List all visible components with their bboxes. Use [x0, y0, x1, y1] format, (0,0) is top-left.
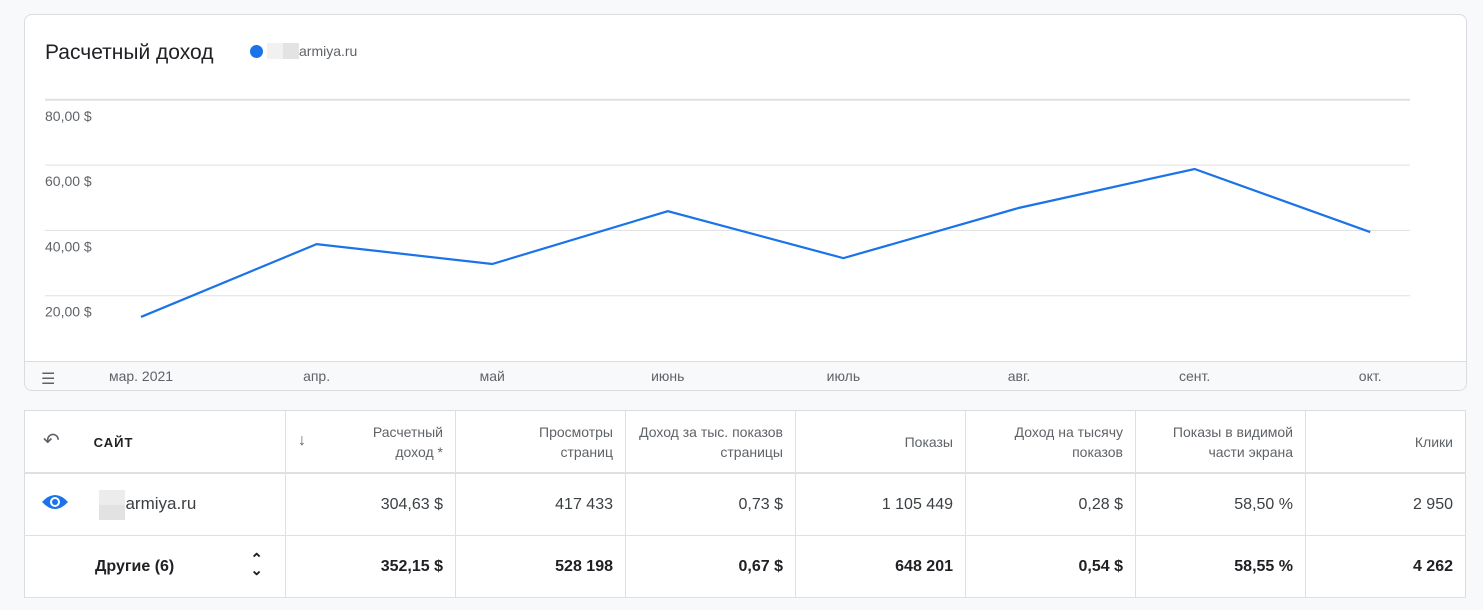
x-tick-label: сент.	[1179, 368, 1210, 384]
page-rpm-cell: 0,73 $	[625, 473, 796, 536]
pageviews-cell: 528 198	[455, 535, 626, 598]
header-site[interactable]: ↶ САЙТ	[24, 410, 286, 474]
sites-table: ↶ САЙТ ↓ Расчетный доход * Просмотры стр…	[24, 410, 1466, 598]
header-impressions[interactable]: Показы	[795, 410, 966, 474]
x-axis-labels: мар. 2021 апр. май июнь июль авг. сент. окт.	[109, 368, 1382, 384]
y-tick-label: 60,00 $	[45, 173, 92, 189]
chart-legend[interactable]: armiya.ru	[250, 43, 357, 59]
site-name: armiya.ru	[125, 493, 197, 513]
header-pageviews[interactable]: Просмотры страниц	[455, 410, 626, 474]
x-axis-bar: ☰	[25, 361, 1466, 390]
others-cell[interactable]: Другие (6) ⌃ ⌄	[24, 535, 286, 598]
header-label: Доход на тысячу показов	[1014, 423, 1123, 460]
eye-icon[interactable]	[41, 493, 69, 516]
x-tick-label: апр.	[303, 368, 330, 384]
site-cell[interactable]: armiya.ru	[24, 473, 286, 536]
x-tick-label: июнь	[651, 368, 684, 384]
others-label: Другие (6)	[95, 557, 175, 575]
header-clicks[interactable]: Клики	[1305, 410, 1466, 474]
revenue-cell: 304,63 $	[285, 473, 456, 536]
header-site-label: САЙТ	[93, 434, 134, 450]
x-tick-label: авг.	[1008, 368, 1031, 384]
legend-label: armiya.ru	[299, 43, 358, 59]
header-impression-rpm[interactable]: Доход на тысячу показов	[965, 410, 1136, 474]
viewability-cell: 58,55 %	[1135, 535, 1306, 598]
sort-down-icon: ↓	[298, 432, 306, 449]
header-revenue[interactable]: ↓ Расчетный доход *	[285, 410, 456, 474]
x-tick-label: июль	[827, 368, 860, 384]
impressions-cell: 1 105 449	[795, 473, 966, 536]
series-line	[140, 167, 1371, 318]
legend-dot	[250, 44, 263, 58]
header-label: Доход за тыс. показов страницы	[639, 423, 783, 460]
clicks-cell: 2 950	[1305, 473, 1466, 536]
chart-title: Расчетный доход	[45, 41, 214, 64]
clicks-cell: 4 262	[1305, 535, 1466, 598]
x-tick-label: мар. 2021	[109, 368, 173, 384]
impressions-cell: 648 201	[795, 535, 966, 598]
table-header-row: ↶ САЙТ ↓ Расчетный доход * Просмотры стр…	[24, 410, 1466, 474]
header-label: Просмотры страниц	[539, 423, 613, 460]
table-row: armiya.ru 304,63 $ 417 433 0,73 $ 1 105 …	[24, 473, 1466, 536]
header-label: Клики	[1414, 433, 1453, 450]
pageviews-cell: 417 433	[455, 473, 626, 536]
line-chart: 20,00 $ 40,00 $ 60,00 $ 80,00 $	[45, 98, 1410, 320]
table-row-others: Другие (6) ⌃ ⌄ 352,15 $ 528 198 0,67 $ 64…	[24, 535, 1466, 598]
x-tick-label: май	[480, 368, 505, 384]
revenue-cell: 352,15 $	[285, 535, 456, 598]
header-viewability[interactable]: Показы в видимой части экрана	[1135, 410, 1306, 474]
revenue-chart-card: Расчетный доход armiya.ru 20,00 $ 40,00 $…	[24, 14, 1467, 391]
undo-icon[interactable]: ↶	[43, 429, 60, 452]
expand-icon[interactable]: ⌃ ⌄	[250, 551, 263, 579]
y-tick-label: 20,00 $	[45, 304, 92, 320]
header-page-rpm[interactable]: Доход за тыс. показов страницы	[625, 410, 796, 474]
menu-icon[interactable]: ☰	[41, 371, 56, 388]
blurred-text	[267, 43, 299, 59]
x-tick-label: окт.	[1359, 368, 1382, 384]
page-rpm-cell: 0,67 $	[625, 535, 796, 598]
y-tick-label: 40,00 $	[45, 238, 92, 254]
header-revenue-label: Расчетный доход *	[372, 423, 443, 460]
viewability-cell: 58,50 %	[1135, 473, 1306, 536]
header-label: Показы	[904, 433, 953, 450]
impression-rpm-cell: 0,54 $	[965, 535, 1136, 598]
blurred-text	[99, 489, 126, 520]
y-tick-label: 80,00 $	[45, 108, 92, 124]
header-label: Показы в видимой части экрана	[1172, 423, 1293, 460]
impression-rpm-cell: 0,28 $	[965, 473, 1136, 536]
